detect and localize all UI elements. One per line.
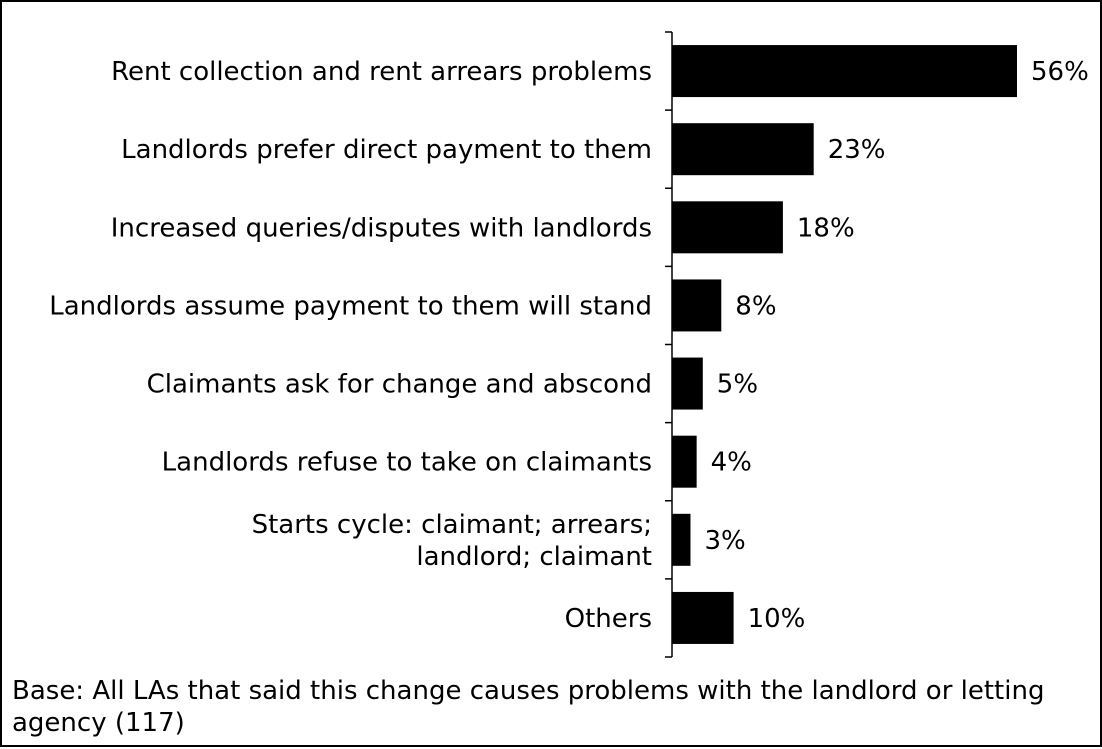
bar <box>672 279 722 332</box>
value-label: 56% <box>1031 57 1089 87</box>
base-footnote: Base: All LAs that said this change caus… <box>12 676 1045 738</box>
value-label: 4% <box>711 448 752 478</box>
value-label: 23% <box>828 135 886 165</box>
bar <box>672 123 814 176</box>
category-label: Landlords prefer direct payment to them <box>121 135 652 165</box>
value-labels-group: 56% 23% 18% 8% 5% 4% 3% 10% <box>704 57 1088 634</box>
category-label: Claimants ask for change and abscond <box>147 370 652 400</box>
value-label: 5% <box>717 370 758 400</box>
category-label-line: Others <box>565 604 652 634</box>
category-label-line: landlord; claimant <box>416 542 652 572</box>
bar <box>672 513 691 566</box>
value-label: 10% <box>748 604 806 634</box>
category-labels-group: Rent collection and rent arrears problem… <box>49 57 652 634</box>
category-label: Increased queries/disputes with landlord… <box>111 213 652 243</box>
category-label: Others <box>565 604 652 634</box>
category-label-line: Landlords refuse to take on claimants <box>162 448 652 478</box>
bar <box>672 357 703 410</box>
value-label: 18% <box>797 213 855 243</box>
category-label: Starts cycle: claimant; arrears; landlord… <box>252 510 652 572</box>
bar <box>672 435 697 488</box>
category-label-line: Claimants ask for change and abscond <box>147 370 652 400</box>
value-label: 8% <box>735 291 776 321</box>
bar <box>672 591 734 644</box>
y-axis <box>665 31 673 658</box>
bar <box>672 201 783 254</box>
category-label-line: Landlords assume payment to them will st… <box>49 291 652 321</box>
category-label-line: Landlords prefer direct payment to them <box>121 135 652 165</box>
bar <box>672 45 1017 98</box>
value-label: 3% <box>704 526 745 556</box>
category-label: Landlords refuse to take on claimants <box>162 448 652 478</box>
bars-group <box>672 45 1017 644</box>
category-label-line: Rent collection and rent arrears problem… <box>111 57 652 87</box>
category-label-line: Increased queries/disputes with landlord… <box>111 213 652 243</box>
category-label-line: Starts cycle: claimant; arrears; <box>252 510 652 540</box>
category-label: Landlords assume payment to them will st… <box>49 291 652 321</box>
category-label: Rent collection and rent arrears problem… <box>111 57 652 87</box>
